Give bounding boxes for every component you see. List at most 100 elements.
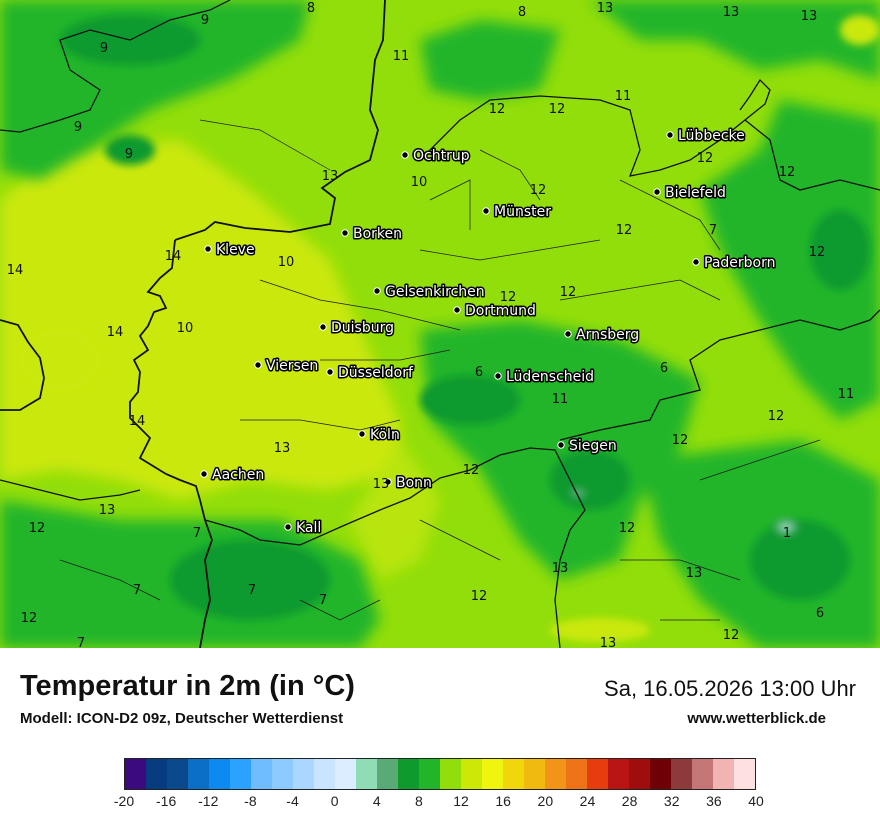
city-marker xyxy=(319,323,327,331)
temperature-map: Lübbecke Ochtrup Bielefeld Münster Borken Kle… xyxy=(0,0,880,648)
temperature-value: 7 xyxy=(709,223,717,238)
state-border xyxy=(419,78,771,177)
legend-swatch xyxy=(587,759,608,789)
city-label: Kleve xyxy=(216,242,255,258)
legend-swatch xyxy=(650,759,671,789)
legend-swatch xyxy=(524,759,545,789)
city-marker xyxy=(557,441,565,449)
legend-tick: 4 xyxy=(372,793,381,809)
city-label: Arnsberg xyxy=(576,327,639,343)
international-border xyxy=(174,0,386,241)
temperature-value: 12 xyxy=(463,463,480,478)
temperature-value: 12 xyxy=(619,521,636,536)
temperature-value: 12 xyxy=(768,409,785,424)
temperature-value: 12 xyxy=(616,223,633,238)
city-label: Münster xyxy=(494,204,551,220)
legend-tick: -20 xyxy=(113,793,135,809)
very-cold-spots xyxy=(570,488,798,535)
legend-swatch xyxy=(419,759,440,789)
forecast-datetime: Sa, 16.05.2026 13:00 Uhr xyxy=(604,676,856,701)
temperature-value: 12 xyxy=(779,165,796,180)
temperature-value: 7 xyxy=(193,526,201,541)
legend-tick: 32 xyxy=(663,793,680,809)
temperature-value: 1 xyxy=(783,526,791,541)
temperature-value: 14 xyxy=(165,249,182,264)
city-label: Bonn xyxy=(396,475,432,491)
legend-swatch xyxy=(314,759,335,789)
temperature-value: 9 xyxy=(201,13,209,28)
legend-swatch xyxy=(482,759,503,789)
city-marker xyxy=(204,245,212,253)
legend-ticks: -20 -16 -12 -8 -4 0 4 8 12 16 20 24 28 32 36 40 xyxy=(114,793,764,813)
legend-swatch xyxy=(377,759,398,789)
temperature-value: 12 xyxy=(549,102,566,117)
legend-swatch xyxy=(230,759,251,789)
legend-swatch xyxy=(566,759,587,789)
city-marker xyxy=(284,523,292,531)
legend-tick: 28 xyxy=(621,793,638,809)
temperature-value: 10 xyxy=(177,321,194,336)
state-border xyxy=(204,447,586,648)
legend-swatch xyxy=(251,759,272,789)
legend-swatch xyxy=(629,759,650,789)
legend-swatch xyxy=(734,759,755,789)
district-borders xyxy=(59,119,821,621)
city-label: Viersen xyxy=(266,358,318,374)
cold-zones xyxy=(60,15,870,620)
temperature-value: 13 xyxy=(600,636,617,648)
city-label: Lübbecke xyxy=(678,128,745,144)
temperature-value: 9 xyxy=(74,120,82,135)
legend-swatch xyxy=(146,759,167,789)
legend-swatch xyxy=(335,759,356,789)
website-link[interactable]: www.wetterblick.de xyxy=(687,710,826,727)
temperature-value: 7 xyxy=(319,593,327,608)
temperature-value: 13 xyxy=(801,9,818,24)
legend-tick: 16 xyxy=(495,793,511,809)
state-border xyxy=(559,309,880,441)
temperature-value: 13 xyxy=(686,566,703,581)
temperature-value: 9 xyxy=(100,41,108,56)
warm-zone xyxy=(0,140,440,580)
city-marker xyxy=(494,372,502,380)
city-label: Düsseldorf xyxy=(338,365,414,381)
legend-swatch xyxy=(272,759,293,789)
legend-swatch xyxy=(671,759,692,789)
warm-spots xyxy=(20,15,880,642)
legend-swatch xyxy=(167,759,188,789)
city-label: Gelsenkirchen xyxy=(385,284,485,300)
legend-swatch xyxy=(209,759,230,789)
temperature-value: 14 xyxy=(7,263,24,278)
temperature-value: 11 xyxy=(393,49,410,64)
legend-swatch xyxy=(188,759,209,789)
city-marker xyxy=(564,330,572,338)
legend-swatch xyxy=(545,759,566,789)
temperature-value: 8 xyxy=(307,1,315,16)
legend-swatch xyxy=(503,759,524,789)
city-label: Borken xyxy=(353,226,402,242)
legend-tick: 8 xyxy=(415,793,423,809)
temperature-value: 6 xyxy=(816,606,824,621)
temperature-value: 10 xyxy=(278,255,295,270)
temperature-value: 13 xyxy=(552,561,569,576)
temperature-value: 12 xyxy=(723,628,740,643)
temperature-value: 13 xyxy=(99,503,116,518)
legend-tick: -12 xyxy=(198,793,219,809)
city-label: Paderborn xyxy=(704,255,775,271)
city-label: Kall xyxy=(296,520,321,536)
legend-swatch xyxy=(293,759,314,789)
city-marker xyxy=(653,188,661,196)
international-border xyxy=(0,319,45,411)
legend-swatch xyxy=(461,759,482,789)
temperature-value: 13 xyxy=(597,1,614,16)
legend-tick: -4 xyxy=(286,793,299,809)
legend-tick: -8 xyxy=(244,793,257,809)
city-label: Aachen xyxy=(212,467,264,483)
temperature-value: 12 xyxy=(21,611,38,626)
legend-tick: 24 xyxy=(579,793,596,809)
temperature-value: 12 xyxy=(489,102,506,117)
temperature-value: 12 xyxy=(530,183,547,198)
city-markers: Lübbecke Ochtrup Bielefeld Münster Borken Kle… xyxy=(200,127,777,538)
temperature-value: 14 xyxy=(107,325,124,340)
city-marker xyxy=(341,229,349,237)
city-marker xyxy=(666,131,674,139)
